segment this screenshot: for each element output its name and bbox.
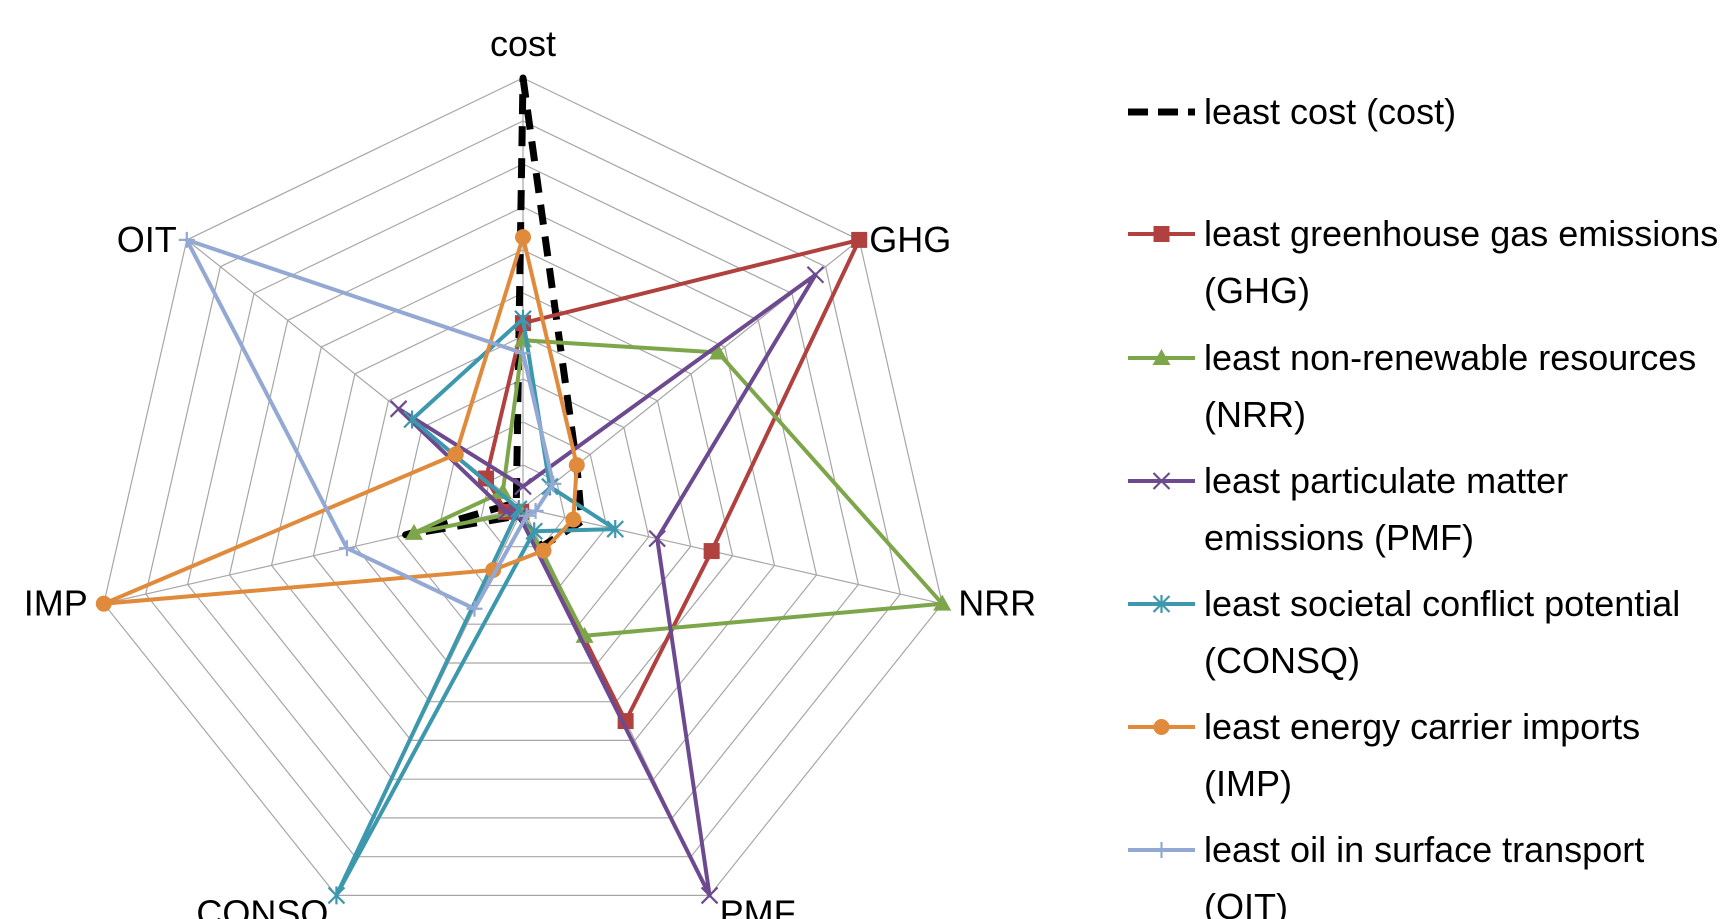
series-3-point-oit: [493, 482, 512, 499]
legend-swatch-marker: [1152, 595, 1171, 613]
legend-label: least energy carrier imports (IMP): [1204, 706, 1640, 804]
legend-entry-2: least greenhouse gas emissions (GHG): [1128, 213, 1718, 311]
series-4-point-pmf: [700, 886, 719, 905]
legend-swatch-marker: [1152, 349, 1171, 365]
series-7-point-cost: [515, 345, 531, 362]
axis-label-oit: OIT: [117, 219, 177, 260]
axis-labels: cost GHG NRR PMF CONSQ IMP OIT: [24, 23, 1036, 919]
series-7: [178, 231, 562, 617]
axis-label-cost: cost: [490, 23, 556, 64]
series-4-point-oit: [389, 400, 408, 418]
legend-entry-5: least societal conflict potential (CONSQ): [1128, 583, 1680, 681]
series-5-point-pmf: [525, 522, 543, 541]
legend-swatch-marker: [1153, 842, 1170, 858]
legend-label: least societal conflict potential (CONSQ): [1204, 583, 1680, 681]
series-5-point-cost: [514, 309, 532, 328]
grid-ring-7: [228, 206, 818, 780]
series-4-point-ghg: [806, 265, 825, 284]
grid-ring-2: [438, 421, 608, 587]
series-4-point-cost: [514, 477, 532, 496]
series-7-point-nrr: [527, 502, 544, 519]
legend-entry-4: least particulate matter emissions (PMF): [1128, 460, 1568, 558]
grid-ring-9: [145, 120, 901, 858]
series-7-point-oit: [178, 231, 195, 248]
legend-entry-1: least cost (cost): [1128, 91, 1456, 132]
axis-label-consq: CONSQ: [196, 892, 328, 919]
legend-label: least particulate matter emissions (PMF): [1204, 460, 1568, 558]
grid-ring-3: [396, 378, 650, 625]
series-6-point-imp: [95, 595, 112, 612]
series-7-point-consq: [466, 600, 483, 617]
series-3-point-imp: [405, 523, 424, 540]
grid-ring-6: [270, 249, 776, 742]
series-5-point-nrr: [606, 520, 625, 539]
series-6-point-oit: [447, 446, 464, 463]
series-5-point-consq: [327, 886, 346, 905]
legend-label: least oil in surface transport (OIT): [1204, 829, 1644, 919]
series-line-7: [184, 237, 556, 611]
legend-swatch-marker: [1153, 226, 1170, 242]
series-6-point-pmf: [535, 542, 552, 559]
series-7-point-ghg: [545, 475, 562, 492]
series-6-point-nrr: [565, 511, 582, 528]
series-5-point-oit: [403, 410, 421, 429]
grid-ring-1: [480, 464, 566, 548]
legend-entry-3: least non-renewable resources (NRR): [1128, 337, 1696, 435]
series-line-4: [396, 272, 818, 898]
series-3-point-nrr: [933, 594, 952, 611]
series-line-6: [101, 235, 579, 606]
legend-label: least cost (cost): [1204, 91, 1456, 132]
grid-ring-5: [312, 292, 734, 703]
legend: least cost (cost) least greenhouse gas em…: [1128, 91, 1718, 919]
series-line-5: [334, 316, 618, 898]
legend-entry-6: least energy carrier imports (IMP): [1128, 706, 1640, 804]
legend-swatch-marker: [1152, 472, 1171, 490]
series-3: [405, 331, 952, 643]
grid-ring-4: [354, 335, 692, 664]
legend-label: least greenhouse gas emissions (GHG): [1204, 213, 1718, 311]
axis-label-ghg: GHG: [869, 219, 951, 260]
legend-entry-7: least oil in surface transport (OIT): [1128, 829, 1644, 919]
series-2-point-nrr: [703, 543, 720, 560]
legend-label: least non-renewable resources (NRR): [1204, 337, 1696, 435]
axis-label-pmf: PMF: [720, 892, 796, 919]
series-4-point-nrr: [648, 529, 666, 548]
series-6-point-cost: [515, 229, 531, 246]
legend-swatch-marker: [1153, 719, 1170, 735]
series-7-point-pmf: [518, 507, 535, 524]
grid-spoke-nrr: [522, 507, 943, 605]
grid-ring-10: [103, 77, 943, 897]
series-lines: [95, 74, 952, 905]
series-3-point-ghg: [708, 343, 727, 360]
series-6-point-ghg: [568, 457, 585, 474]
series-7-point-imp: [338, 540, 355, 557]
axis-label-nrr: NRR: [958, 583, 1036, 624]
axis-label-imp: IMP: [24, 583, 88, 624]
series-line-3: [412, 338, 945, 638]
grid-ring-8: [186, 163, 860, 819]
series-2-point-ghg: [851, 231, 868, 248]
